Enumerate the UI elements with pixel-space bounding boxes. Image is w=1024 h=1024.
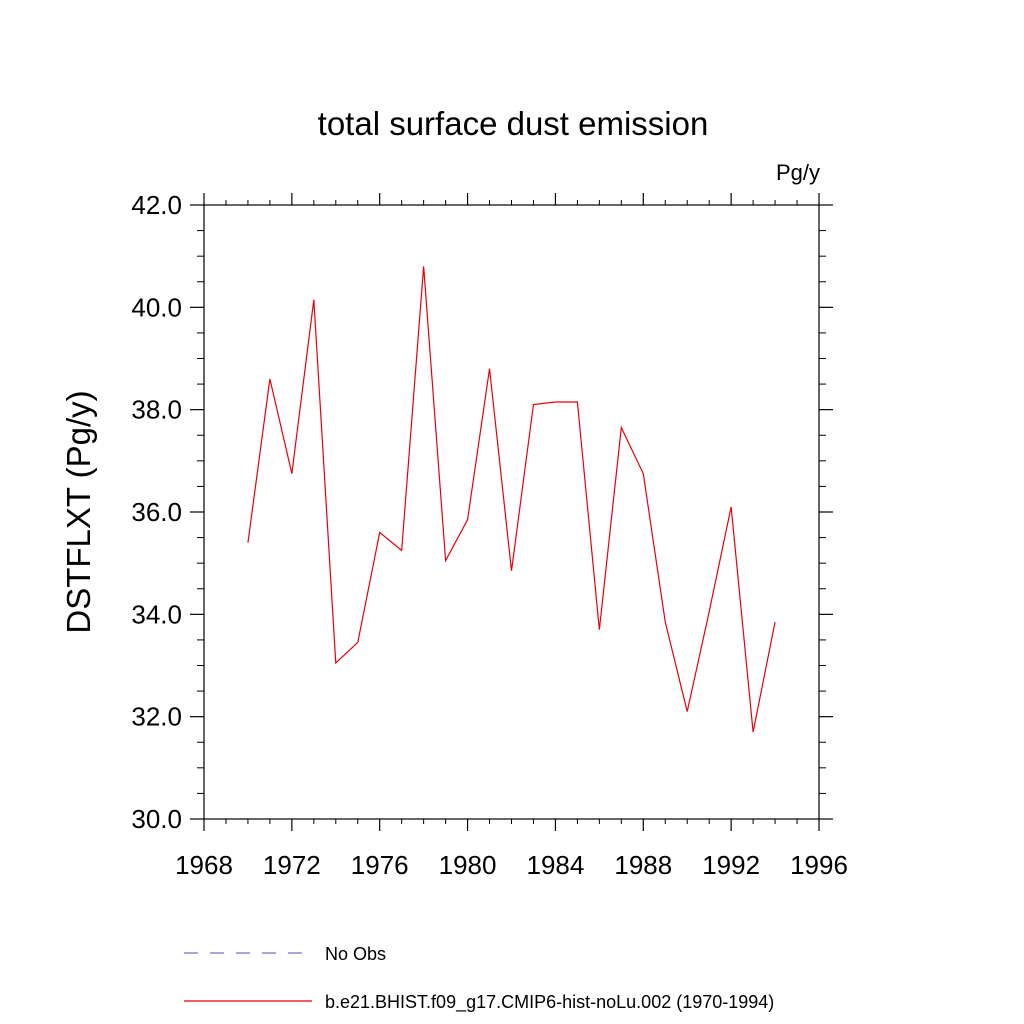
- y-tick-label: 34.0: [131, 599, 182, 629]
- y-axis-label: DSTFLXT (Pg/y): [60, 390, 97, 633]
- x-tick-label: 1980: [439, 850, 497, 880]
- legend-label-0: No Obs: [325, 944, 386, 964]
- chart-title: total surface dust emission: [318, 105, 709, 142]
- units-label: Pg/y: [776, 160, 820, 185]
- y-tick-label: 30.0: [131, 804, 182, 834]
- legend-label-1: b.e21.BHIST.f09_g17.CMIP6-hist-noLu.002 …: [325, 992, 774, 1013]
- y-tick-label: 36.0: [131, 497, 182, 527]
- x-tick-label: 1968: [175, 850, 233, 880]
- x-tick-label: 1984: [527, 850, 585, 880]
- series-lines: [247, 266, 776, 733]
- axis-ticks: [190, 193, 833, 831]
- x-tick-label: 1972: [263, 850, 321, 880]
- legend: No Obs b.e21.BHIST.f09_g17.CMIP6-hist-noL…: [184, 944, 774, 1013]
- x-tick-label: 1976: [351, 850, 409, 880]
- y-tick-label: 40.0: [131, 292, 182, 322]
- y-tick-label: 38.0: [131, 395, 182, 425]
- plot-frame: [203, 204, 820, 820]
- x-tick-label: 1988: [614, 850, 672, 880]
- x-tick-label: 1992: [702, 850, 760, 880]
- x-tick-label: 1996: [790, 850, 848, 880]
- y-tick-label: 42.0: [131, 190, 182, 220]
- series-line-1: [247, 266, 776, 733]
- tick-labels: 1968 1972 1976 1980 1984 1988 1992 1996 30.0 32.0…: [131, 190, 848, 880]
- y-tick-label: 32.0: [131, 702, 182, 732]
